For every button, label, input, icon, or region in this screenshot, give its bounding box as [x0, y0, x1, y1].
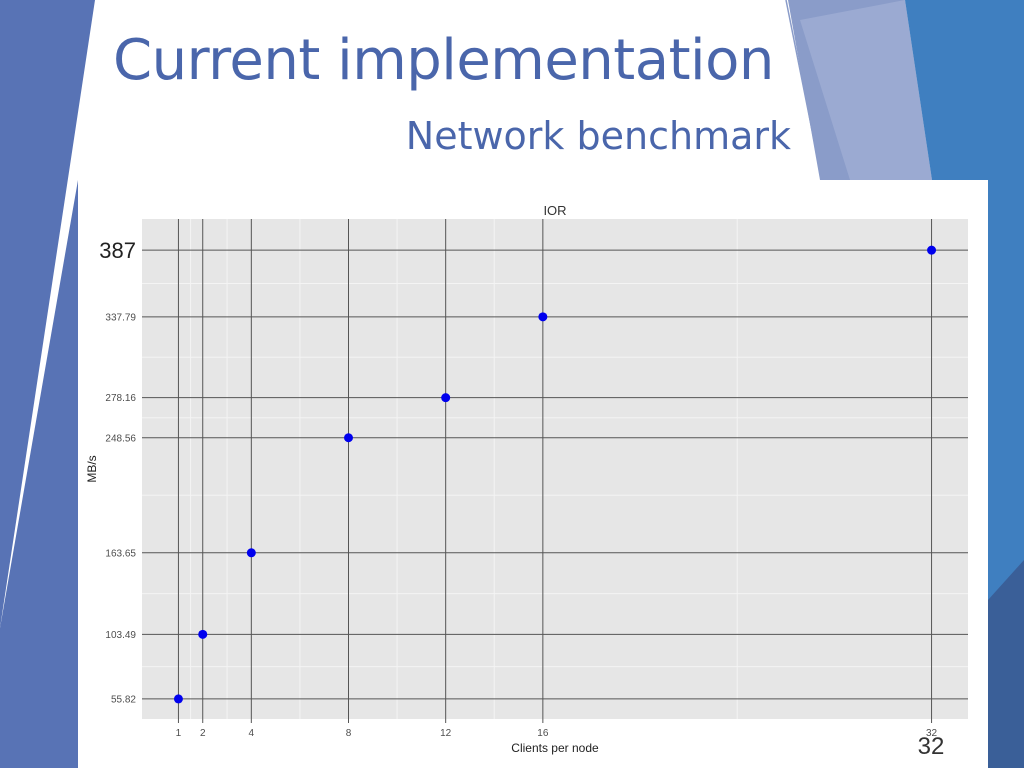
left-accent-band — [0, 0, 95, 628]
minor-gridlines — [142, 219, 968, 719]
slide-title: Current implementation — [113, 28, 774, 93]
x-tick-label: 1 — [176, 728, 182, 739]
x-tick-label: 16 — [537, 728, 549, 739]
left-accent-band-lower — [0, 180, 78, 768]
y-axis-label: MB/s — [85, 455, 99, 482]
right-accent-band-deep — [988, 560, 1024, 768]
right-accent-band-blue — [905, 0, 1024, 768]
x-tick-label: 32 — [926, 728, 938, 739]
y-tick-label: 278.16 — [105, 393, 136, 404]
data-point — [441, 393, 451, 403]
ior-scatter-chart: 55.82 103.49 163.65 248.56 278.16 337.79 387 1… — [85, 203, 968, 755]
y-tick-label: 337.79 — [105, 312, 136, 323]
y-tick-label: 387 — [99, 238, 136, 263]
y-tick-label: 163.65 — [105, 548, 136, 559]
y-tick-labels: 55.82 103.49 163.65 248.56 278.16 337.79 387 — [99, 238, 136, 705]
x-tick-label: 2 — [200, 728, 206, 739]
chart-panel: 55.82 103.49 163.65 248.56 278.16 337.79 387 1… — [78, 180, 988, 768]
slide-number: 32 — [917, 733, 945, 760]
data-point — [538, 312, 548, 322]
x-tick-label: 12 — [440, 728, 452, 739]
data-point — [198, 629, 208, 639]
x-axis-label: Clients per node — [511, 741, 599, 755]
right-accent-band-light — [800, 0, 932, 180]
slide-subtitle: Network benchmark — [405, 114, 791, 158]
plot-area — [142, 219, 968, 719]
data-point — [246, 548, 256, 558]
chart-title: IOR — [543, 203, 566, 218]
data-point — [173, 694, 183, 704]
x-tick-labels: 1 2 4 8 12 16 32 — [176, 728, 938, 739]
data-points — [173, 245, 937, 704]
right-accent-line — [785, 0, 823, 181]
y-tick-label: 103.49 — [105, 630, 136, 641]
y-tick-label: 55.82 — [111, 694, 136, 705]
major-gridlines — [142, 219, 968, 723]
x-tick-label: 8 — [346, 728, 352, 739]
data-point — [927, 245, 937, 255]
data-point — [344, 433, 353, 443]
x-tick-label: 4 — [249, 728, 255, 739]
y-tick-label: 248.56 — [105, 433, 136, 444]
